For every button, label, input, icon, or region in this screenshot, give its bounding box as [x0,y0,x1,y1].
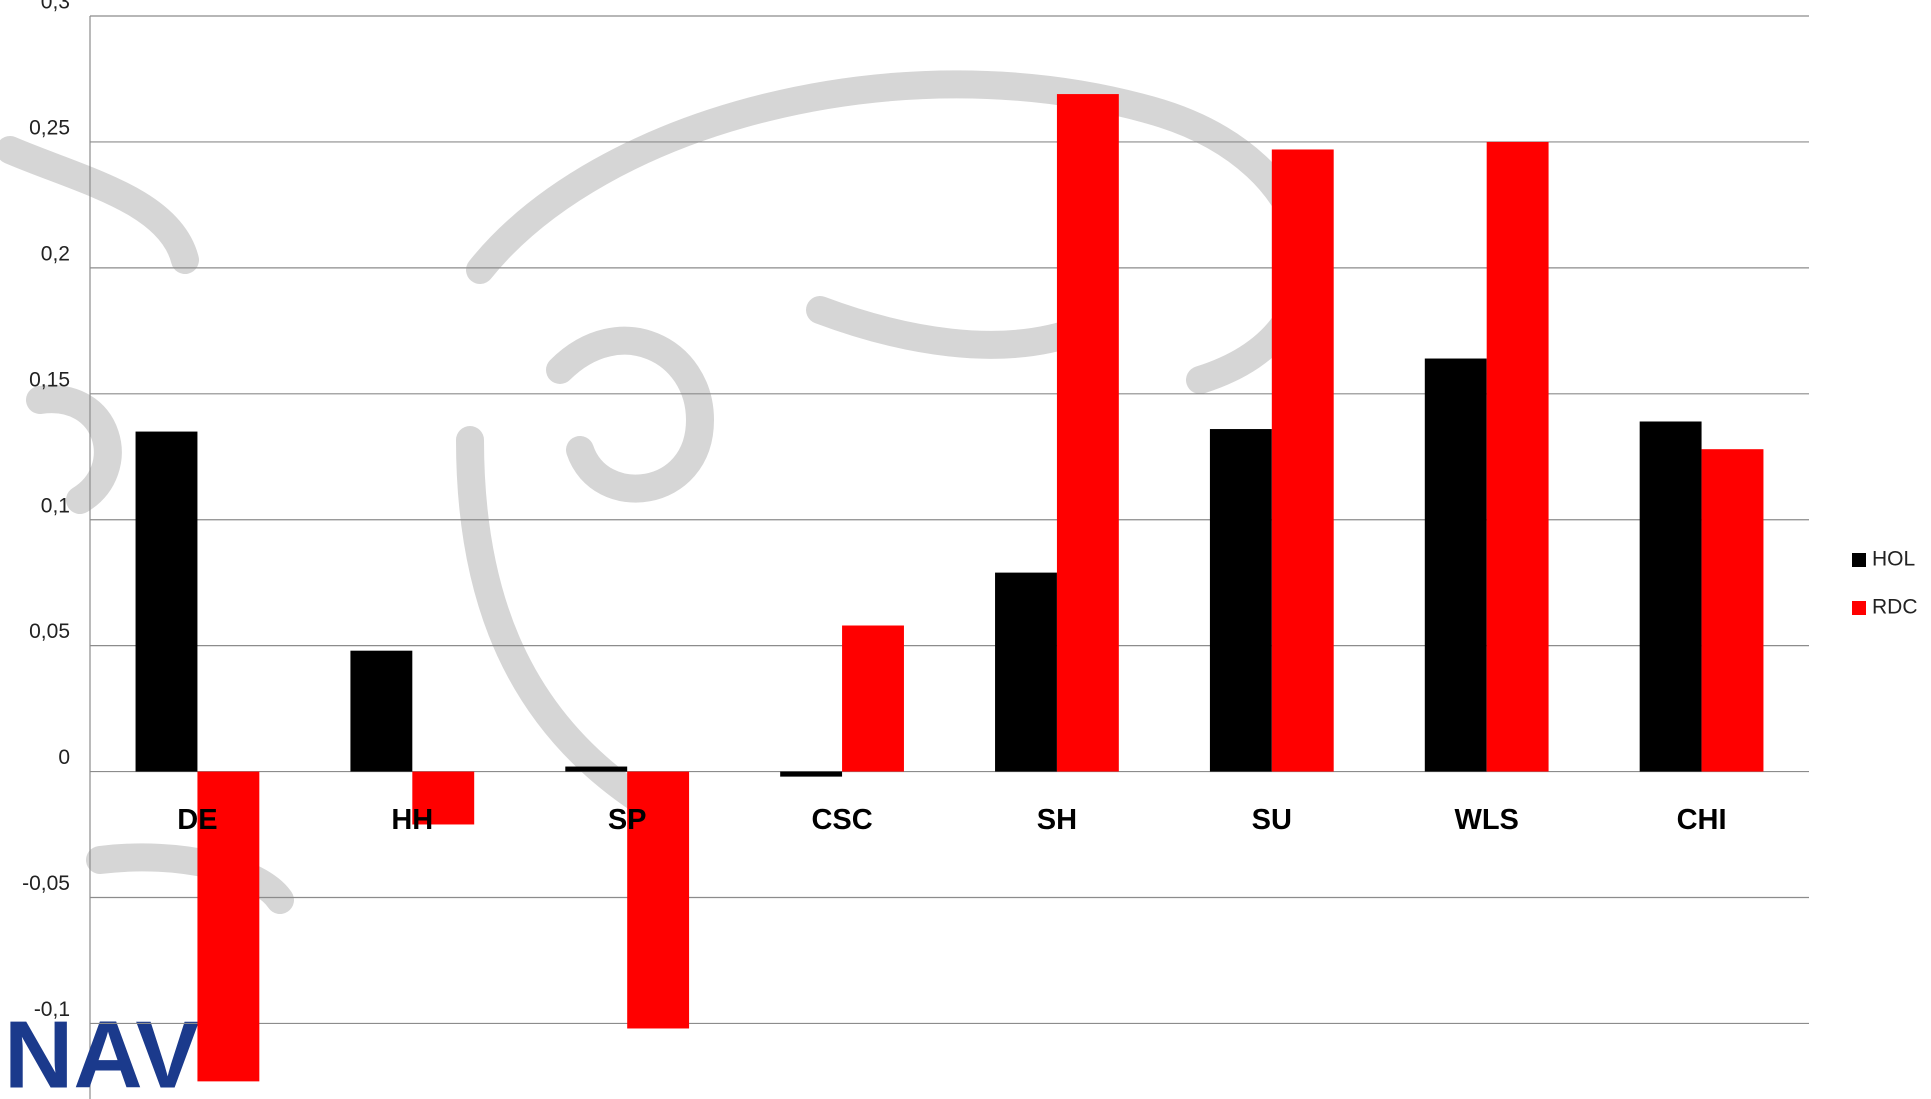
watermark-stroke [546,326,715,503]
bar [995,572,1057,772]
y-tick-label: -0,05 [22,872,70,895]
legend-swatch [1852,553,1866,567]
bar [1486,141,1549,772]
y-tick-label: -0,1 [34,998,70,1021]
bar [1271,149,1334,772]
logo: NAV [4,1001,200,1099]
bar [1056,94,1119,772]
x-tick-label: HH [391,804,433,836]
watermark-stroke [0,136,199,274]
bar [627,771,690,1029]
legend-label: RDC [1872,596,1918,619]
x-tick-label: CHI [1677,804,1727,836]
legend-label: HOL [1872,548,1915,571]
y-tick-label: 0,25 [29,116,70,139]
y-tick-label: 0 [58,746,70,769]
y-tick-label: 0,3 [41,0,70,14]
bar [842,625,904,772]
bar [1424,358,1487,772]
bar [1209,429,1272,772]
grid [90,15,1809,1025]
x-tick-label: DE [177,804,217,836]
x-tick-label: SU [1252,804,1292,836]
bar [350,650,413,772]
bar [197,771,260,1082]
bar [1639,421,1702,772]
legend-swatch [1852,601,1866,615]
watermark-stroke [26,385,122,514]
x-tick-label: WLS [1454,804,1518,836]
x-tick-label: SH [1037,804,1077,836]
bar [412,771,475,825]
bar [780,771,843,777]
y-tick-label: 0,05 [29,620,70,643]
bar [135,431,198,772]
y-tick-label: 0,1 [41,494,70,517]
watermark-stroke [806,296,1094,359]
watermark-stroke [456,426,654,814]
x-tick-label: SP [608,804,647,836]
bar [565,766,628,772]
bar [1701,449,1764,772]
x-tick-label: CSC [811,804,872,836]
y-tick-label: 0,2 [41,242,70,265]
y-tick-label: 0,15 [29,368,70,391]
